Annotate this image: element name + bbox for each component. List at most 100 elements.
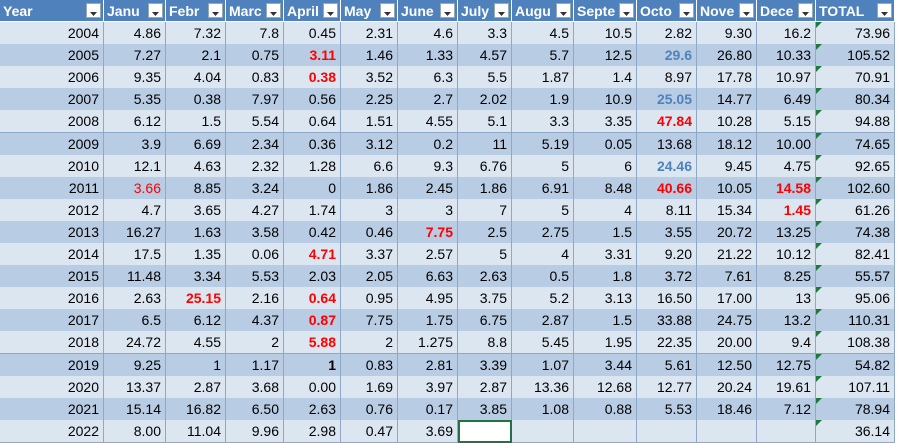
- value-cell[interactable]: 3.58: [226, 220, 284, 244]
- value-cell[interactable]: 3.13: [574, 287, 637, 311]
- value-cell[interactable]: 74.38: [816, 220, 895, 244]
- value-cell[interactable]: 11: [458, 132, 512, 156]
- value-cell[interactable]: 2.1: [166, 44, 226, 68]
- value-cell[interactable]: 1.86: [341, 176, 398, 200]
- value-cell[interactable]: 5.2: [512, 287, 574, 311]
- value-cell[interactable]: 9.45: [697, 154, 757, 178]
- value-cell[interactable]: 0.56: [284, 88, 341, 112]
- year-cell[interactable]: 2021: [0, 397, 104, 421]
- value-cell[interactable]: 54.82: [816, 353, 895, 377]
- value-cell[interactable]: 17.5: [104, 243, 166, 267]
- value-cell[interactable]: 20.00: [697, 331, 757, 355]
- value-cell[interactable]: 11.48: [104, 265, 166, 289]
- value-cell[interactable]: 2.98: [284, 419, 341, 443]
- value-cell[interactable]: 2.57: [398, 243, 458, 267]
- value-cell[interactable]: 9.35: [104, 66, 166, 90]
- value-cell[interactable]: 3.44: [574, 353, 637, 377]
- value-cell[interactable]: 1: [284, 353, 341, 377]
- value-cell[interactable]: 80.34: [816, 88, 895, 112]
- value-cell[interactable]: 3.66: [104, 176, 166, 200]
- value-cell[interactable]: 7.61: [697, 265, 757, 289]
- value-cell[interactable]: 1.95: [574, 331, 637, 355]
- value-cell[interactable]: 1.275: [398, 331, 458, 355]
- value-cell[interactable]: 1.5: [574, 220, 637, 244]
- value-cell[interactable]: 1.9: [512, 88, 574, 112]
- year-cell[interactable]: 2010: [0, 154, 104, 178]
- value-cell[interactable]: 10.9: [574, 88, 637, 112]
- value-cell[interactable]: 107.11: [816, 375, 895, 399]
- value-cell[interactable]: 0.38: [284, 66, 341, 90]
- value-cell[interactable]: 1.33: [398, 44, 458, 68]
- value-cell[interactable]: 3.72: [637, 265, 697, 289]
- value-cell[interactable]: 0.2: [398, 132, 458, 156]
- year-cell[interactable]: 2017: [0, 309, 104, 333]
- year-cell[interactable]: 2011: [0, 176, 104, 200]
- value-cell[interactable]: 3.9: [104, 132, 166, 156]
- value-cell[interactable]: 19.61: [757, 375, 816, 399]
- value-cell[interactable]: 1.51: [341, 110, 398, 134]
- value-cell[interactable]: 6.5: [104, 309, 166, 333]
- filter-dropdown[interactable]: [86, 3, 101, 18]
- value-cell[interactable]: 6.6: [341, 154, 398, 178]
- value-cell[interactable]: 10.12: [757, 243, 816, 267]
- value-cell[interactable]: 4.6: [398, 22, 458, 46]
- value-cell[interactable]: 94.88: [816, 110, 895, 134]
- year-cell[interactable]: 2004: [0, 22, 104, 46]
- value-cell[interactable]: 9.20: [637, 243, 697, 267]
- value-cell[interactable]: 1.35: [166, 243, 226, 267]
- value-cell[interactable]: 29.6: [637, 44, 697, 68]
- value-cell[interactable]: 1.86: [458, 176, 512, 200]
- value-cell[interactable]: 17.78: [697, 66, 757, 90]
- value-cell[interactable]: 4.95: [398, 287, 458, 311]
- value-cell[interactable]: 2.81: [398, 353, 458, 377]
- value-cell[interactable]: 0.83: [226, 66, 284, 90]
- value-cell[interactable]: 8.00: [104, 419, 166, 443]
- value-cell[interactable]: 2.03: [284, 265, 341, 289]
- year-cell[interactable]: 2016: [0, 287, 104, 311]
- filter-dropdown[interactable]: [208, 3, 223, 18]
- value-cell[interactable]: 2.7: [398, 88, 458, 112]
- value-cell[interactable]: 10.28: [697, 110, 757, 134]
- value-cell[interactable]: 3.39: [458, 353, 512, 377]
- value-cell[interactable]: 10.05: [697, 176, 757, 200]
- value-cell[interactable]: 10.5: [574, 22, 637, 46]
- value-cell[interactable]: 0.83: [341, 353, 398, 377]
- value-cell[interactable]: 2.5: [458, 220, 512, 244]
- value-cell[interactable]: 3.52: [341, 66, 398, 90]
- value-cell[interactable]: 10.33: [757, 44, 816, 68]
- value-cell[interactable]: 110.31: [816, 309, 895, 333]
- value-cell[interactable]: 0.64: [284, 287, 341, 311]
- value-cell[interactable]: 82.41: [816, 243, 895, 267]
- value-cell[interactable]: 78.94: [816, 397, 895, 421]
- value-cell[interactable]: [574, 419, 637, 443]
- value-cell[interactable]: 8.48: [574, 176, 637, 200]
- value-cell[interactable]: 7.32: [166, 22, 226, 46]
- value-cell[interactable]: 0.00: [284, 375, 341, 399]
- filter-dropdown[interactable]: [148, 3, 163, 18]
- value-cell[interactable]: 12.77: [637, 375, 697, 399]
- value-cell[interactable]: 3.3: [512, 110, 574, 134]
- value-cell[interactable]: 33.88: [637, 309, 697, 333]
- value-cell[interactable]: 1.4: [574, 66, 637, 90]
- value-cell[interactable]: [637, 419, 697, 443]
- value-cell[interactable]: 5.5: [458, 66, 512, 90]
- year-cell[interactable]: 2008: [0, 110, 104, 134]
- year-cell[interactable]: 2012: [0, 198, 104, 222]
- value-cell[interactable]: 1.69: [341, 375, 398, 399]
- value-cell[interactable]: 2.87: [458, 375, 512, 399]
- value-cell[interactable]: 0.47: [341, 419, 398, 443]
- value-cell[interactable]: 4.37: [226, 309, 284, 333]
- value-cell[interactable]: 1.5: [166, 110, 226, 134]
- value-cell[interactable]: 4.5: [512, 22, 574, 46]
- value-cell[interactable]: 5.19: [512, 132, 574, 156]
- value-cell[interactable]: 6.12: [166, 309, 226, 333]
- value-cell[interactable]: 4.86: [104, 22, 166, 46]
- value-cell[interactable]: 1.5: [574, 309, 637, 333]
- value-cell[interactable]: 105.52: [816, 44, 895, 68]
- value-cell[interactable]: 74.65: [816, 132, 895, 156]
- value-cell[interactable]: 2.82: [637, 22, 697, 46]
- value-cell[interactable]: 1.45: [757, 198, 816, 222]
- value-cell[interactable]: [757, 419, 816, 443]
- value-cell[interactable]: 1.75: [398, 309, 458, 333]
- value-cell[interactable]: 4: [512, 243, 574, 267]
